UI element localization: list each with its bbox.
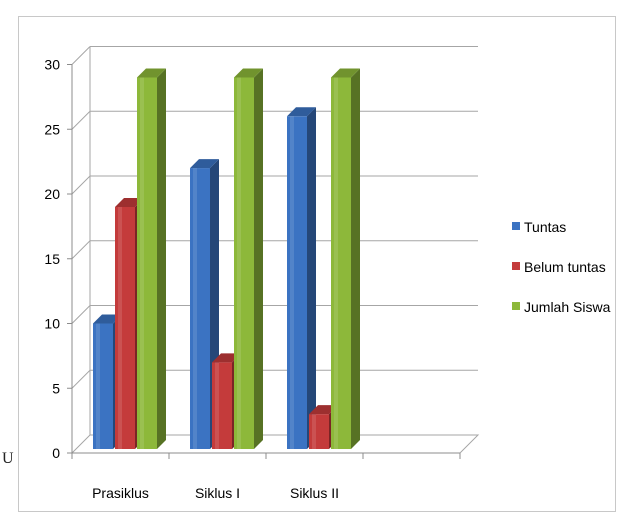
bar-front [234,77,254,449]
y-tick-label: 5 [52,380,60,396]
bar-top [212,353,241,363]
bar-front [212,362,232,449]
legend: Tuntas Belum tuntas Jumlah Siswa [512,219,611,315]
bar [287,107,316,450]
bar [331,68,360,449]
x-tick-label: Siklus II [290,485,339,501]
bar-highlight [215,362,219,449]
chart-frame [18,16,616,512]
legend-swatch [512,262,520,270]
y-tick-label: 15 [44,251,60,267]
gridline-side [71,175,91,195]
bar-highlight [290,116,294,450]
bar-highlight [96,323,100,449]
gridline-side [71,305,91,324]
bar-side [157,68,166,449]
bar-side [254,68,263,449]
legend-label: Belum tuntas [524,259,606,275]
bar-side [351,68,360,449]
stray-character: U [2,450,14,467]
axes [67,64,461,459]
bar-top [190,159,219,169]
gridline-side [71,369,91,389]
legend-label: Jumlah Siswa [524,299,611,315]
gridline-side [71,46,91,65]
bar-front [287,116,307,450]
bar-front [93,323,113,449]
bar-top [287,107,316,117]
bar-top [309,405,338,415]
y-tick-label: 10 [44,316,60,332]
y-tick-label: 30 [44,57,60,73]
bar-top [93,314,122,324]
y-tick-labels: 0 5 10 15 20 25 30 [44,57,60,462]
gridline-side [71,110,91,130]
bar-front [190,168,210,449]
bar-front [331,77,351,449]
bar-highlight [334,77,338,449]
y-tick-label: 25 [44,121,60,137]
bar [234,68,263,449]
bar-top [137,68,166,78]
bar-highlight [237,77,241,449]
bar-front [309,414,329,449]
bar-top [331,68,360,78]
bar-top [234,68,263,78]
legend-swatch [512,222,520,230]
bar [137,68,166,449]
bar-front [137,77,157,449]
y-tick-label: 20 [44,186,60,202]
legend-swatch [512,302,520,310]
y-tick-label: 0 [52,445,60,461]
bar-highlight [312,414,316,449]
bar-highlight [193,168,197,449]
bar-highlight [118,206,122,449]
bars [93,68,360,450]
legend-label: Tuntas [524,219,566,235]
x-tick-label: Siklus I [195,485,240,501]
bar-highlight [140,77,144,449]
x-tick-label: Prasiklus [92,485,149,501]
bar-side [307,107,316,450]
bar-front [115,206,135,449]
gridline-side [71,240,91,260]
bar-top [115,197,144,207]
x-tick-labels: Prasiklus Siklus I Siklus II [92,485,339,501]
